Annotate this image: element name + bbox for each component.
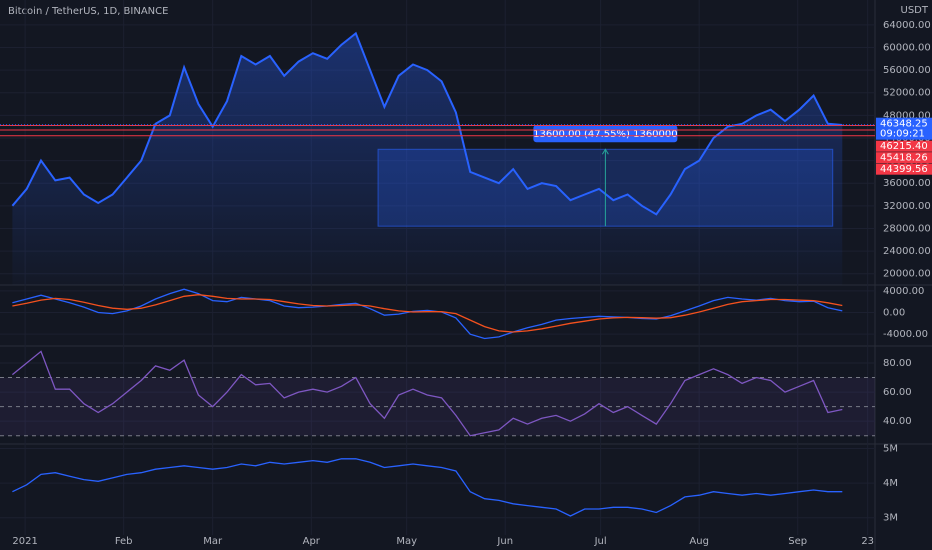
x-tick-label: May bbox=[396, 536, 417, 547]
last-price-label: 46348.25 bbox=[880, 119, 928, 130]
last-price-tag bbox=[876, 117, 932, 140]
measure-arrowhead bbox=[601, 148, 609, 155]
x-tick-label: Mar bbox=[203, 536, 223, 547]
y-tick-label: 5M bbox=[883, 443, 898, 454]
series-line bbox=[12, 458, 843, 517]
y-tick-label: 28000.00 bbox=[883, 223, 931, 234]
y-tick-label: 36000.00 bbox=[883, 178, 931, 189]
y-tick-label: 0.00 bbox=[883, 308, 905, 319]
y-tick-label: 32000.00 bbox=[883, 201, 931, 212]
y-tick-label: 64000.00 bbox=[883, 20, 931, 31]
level-tag bbox=[876, 163, 932, 175]
y-tick-label: 48000.00 bbox=[883, 110, 931, 121]
level-tag-label: 46215.40 bbox=[880, 141, 928, 152]
x-tick-label: Aug bbox=[689, 536, 709, 547]
x-tick-label: Feb bbox=[115, 536, 133, 547]
series-line bbox=[11, 350, 843, 437]
price-area bbox=[12, 33, 843, 286]
level-tag-label: 45418.26 bbox=[880, 153, 928, 164]
y-tick-label: 52000.00 bbox=[883, 88, 931, 99]
y-tick-label: 4000.00 bbox=[883, 286, 924, 297]
y-tick-label: 80.00 bbox=[883, 358, 912, 369]
y-tick-label: 60.00 bbox=[883, 387, 912, 398]
level-tag-label: 44399.56 bbox=[880, 164, 928, 175]
series-line bbox=[12, 288, 843, 340]
x-tick-label: Jun bbox=[496, 536, 513, 547]
chart-title: Bitcoin / TetherUS, 1D, BINANCE bbox=[8, 6, 168, 17]
x-tick-label: Apr bbox=[303, 536, 321, 547]
level-tag bbox=[876, 152, 932, 164]
measure-label: 13600.00 (47.55%) 1360000 bbox=[533, 129, 678, 140]
y-tick-label: 24000.00 bbox=[883, 246, 931, 257]
y-tick-label: 4M bbox=[883, 478, 898, 489]
x-tick-label: Sep bbox=[788, 536, 807, 547]
y-tick-label: 60000.00 bbox=[883, 43, 931, 54]
x-tick-label: 23 bbox=[861, 536, 874, 547]
y-tick-label: 20000.00 bbox=[883, 269, 931, 280]
countdown-label: 09:09:21 bbox=[880, 129, 925, 140]
y-tick-label: 3M bbox=[883, 513, 898, 524]
x-tick-label: Jul bbox=[594, 536, 607, 547]
x-tick-label: 2021 bbox=[12, 536, 37, 547]
level-tag bbox=[876, 140, 932, 152]
y-tick-label: -4000.00 bbox=[883, 329, 928, 340]
y-tick-label: 56000.00 bbox=[883, 65, 931, 76]
y-tick-label: 40.00 bbox=[883, 416, 912, 427]
series-line bbox=[12, 294, 843, 333]
currency-label: USDT bbox=[901, 5, 929, 16]
